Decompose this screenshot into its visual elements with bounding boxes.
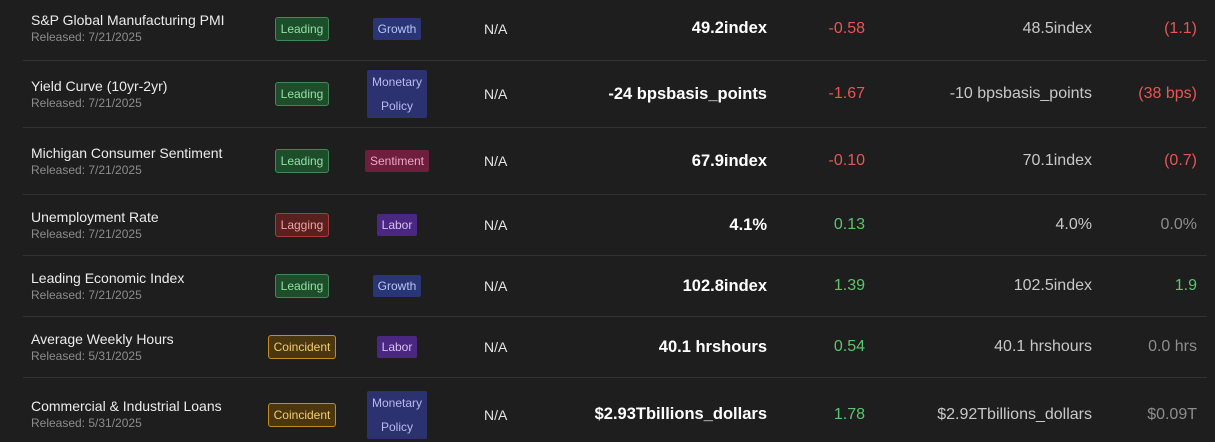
release-date: Released: 7/21/2025	[31, 226, 142, 241]
indicator-name: Average Weekly Hours	[31, 330, 174, 347]
category-cell: Labor	[347, 317, 447, 377]
type-badge: Leading	[274, 82, 330, 106]
category-line-2: Policy	[380, 419, 413, 434]
forecast-value: N/A	[484, 217, 508, 233]
previous-value: 4.0%	[1055, 216, 1092, 233]
difference-value: (0.7)	[1164, 152, 1197, 169]
indicator-name-cell: Average Weekly Hours Released: 5/31/2025	[31, 317, 261, 377]
difference-value: (1.1)	[1164, 19, 1197, 37]
category-badge: Labor	[376, 336, 418, 358]
category-cell: Growth	[347, 0, 447, 60]
release-date: Released: 7/21/2025	[31, 95, 142, 110]
type-cell: Leading	[253, 0, 351, 60]
indicator-name-cell: Leading Economic Index Released: 7/21/20…	[31, 256, 261, 316]
release-date: Released: 7/21/2025	[31, 30, 142, 44]
indicator-name-cell: Commercial & Industrial Loans Released: …	[31, 378, 261, 442]
table-row[interactable]: Average Weekly Hours Released: 5/31/2025…	[23, 317, 1207, 378]
category-cell: Monetary Policy	[347, 61, 447, 127]
current-value: $2.93Tbillions_dollars	[594, 405, 767, 423]
change-value: -0.58	[828, 19, 865, 37]
previous-value: 48.5index	[1022, 19, 1092, 37]
indicators-table: S&P Global Manufacturing PMI Released: 7…	[23, 0, 1207, 442]
indicator-name-cell: Unemployment Rate Released: 7/21/2025	[31, 195, 261, 255]
forecast-value: N/A	[484, 406, 508, 423]
difference-value: 0.0 hrs	[1148, 338, 1197, 355]
change-value: -0.10	[828, 152, 865, 169]
type-cell: Lagging	[253, 195, 351, 255]
current-value: 102.8index	[682, 276, 767, 295]
type-badge: Leading	[274, 16, 330, 41]
difference-value: 1.9	[1174, 277, 1197, 294]
difference-value: (38 bps)	[1138, 85, 1197, 102]
indicator-name-cell: Michigan Consumer Sentiment Released: 7/…	[31, 128, 261, 194]
current-value: 49.2index	[691, 19, 767, 37]
type-cell: Coincident	[253, 378, 351, 442]
difference-value: 0.0%	[1160, 216, 1197, 233]
indicator-name-cell: Yield Curve (10yr-2yr) Released: 7/21/20…	[31, 61, 261, 127]
change-value: 0.54	[833, 338, 865, 355]
current-value: 40.1 hrshours	[658, 337, 767, 356]
forecast-value: N/A	[484, 20, 508, 37]
category-cell: Growth	[347, 256, 447, 316]
change-value: 1.39	[833, 277, 865, 294]
type-badge: Leading	[274, 149, 330, 173]
release-date: Released: 5/31/2025	[31, 348, 142, 363]
release-date: Released: 7/21/2025	[31, 162, 142, 177]
indicator-name: Leading Economic Index	[31, 269, 185, 286]
current-value: -24 bpsbasis_points	[608, 84, 767, 103]
category-badge: Monetary Policy	[366, 390, 428, 439]
current-value: 67.9index	[691, 151, 767, 170]
difference-value: $0.09T	[1147, 405, 1197, 423]
table-row[interactable]: Leading Economic Index Released: 7/21/20…	[23, 256, 1207, 317]
previous-value: 102.5index	[1013, 277, 1092, 294]
type-badge: Coincident	[267, 335, 337, 359]
current-value: 4.1%	[729, 215, 767, 234]
forecast-value: N/A	[484, 278, 508, 294]
change-value: 0.13	[833, 216, 865, 233]
type-cell: Leading	[253, 256, 351, 316]
indicator-name: Michigan Consumer Sentiment	[31, 144, 223, 161]
indicator-name-cell: S&P Global Manufacturing PMI Released: 7…	[31, 0, 261, 60]
release-date: Released: 5/31/2025	[31, 416, 142, 430]
type-badge: Coincident	[267, 402, 337, 427]
previous-value: -10 bpsbasis_points	[949, 85, 1092, 102]
indicator-name: S&P Global Manufacturing PMI	[31, 12, 225, 28]
type-badge: Lagging	[274, 213, 330, 237]
forecast-value: N/A	[484, 153, 508, 169]
category-line-1: Monetary	[371, 75, 423, 89]
table-row[interactable]: Unemployment Rate Released: 7/21/2025 La…	[23, 195, 1207, 256]
type-cell: Coincident	[253, 317, 351, 377]
forecast-value: N/A	[484, 339, 508, 355]
table-row[interactable]: S&P Global Manufacturing PMI Released: 7…	[23, 0, 1207, 61]
type-cell: Leading	[253, 128, 351, 194]
type-cell: Leading	[253, 61, 351, 127]
table-row[interactable]: Commercial & Industrial Loans Released: …	[23, 378, 1207, 442]
category-badge: Labor	[376, 214, 418, 236]
category-cell: Sentiment	[347, 128, 447, 194]
table-row[interactable]: Michigan Consumer Sentiment Released: 7/…	[23, 128, 1207, 195]
category-line-1: Monetary	[371, 395, 423, 410]
previous-value: 40.1 hrshours	[994, 338, 1092, 355]
indicator-name: Yield Curve (10yr-2yr)	[31, 77, 168, 94]
category-badge: Growth	[372, 17, 422, 40]
category-badge: Sentiment	[364, 150, 430, 172]
forecast-value: N/A	[484, 86, 508, 102]
category-cell: Labor	[347, 195, 447, 255]
category-cell: Monetary Policy	[347, 378, 447, 442]
category-badge: Monetary Policy	[366, 70, 428, 118]
release-date: Released: 7/21/2025	[31, 287, 142, 302]
previous-value: 70.1index	[1022, 152, 1092, 169]
type-badge: Leading	[274, 274, 330, 298]
indicator-name: Unemployment Rate	[31, 208, 159, 225]
change-value: -1.67	[828, 85, 865, 102]
category-line-2: Policy	[380, 99, 413, 113]
category-badge: Growth	[372, 275, 422, 297]
indicator-name: Commercial & Industrial Loans	[31, 398, 222, 414]
change-value: 1.78	[833, 405, 865, 423]
table-row[interactable]: Yield Curve (10yr-2yr) Released: 7/21/20…	[23, 61, 1207, 128]
previous-value: $2.92Tbillions_dollars	[937, 405, 1092, 423]
